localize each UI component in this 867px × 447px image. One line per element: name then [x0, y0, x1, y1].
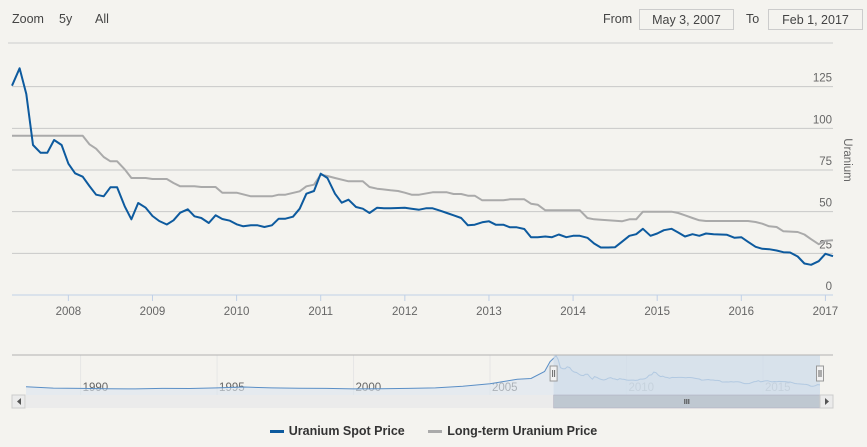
x-tick-label: 2008: [56, 306, 82, 318]
y-tick-label: 0: [826, 281, 832, 293]
navigator-selected-range[interactable]: [553, 355, 820, 395]
scrollbar-grip-icon: [684, 399, 690, 404]
legend-label: Long-term Uranium Price: [447, 424, 598, 438]
y-tick-label: 125: [813, 73, 832, 85]
y-tick-label: 100: [813, 114, 832, 126]
y-axis-title: Uranium: [841, 138, 853, 181]
spot-swatch: [269, 430, 284, 434]
from-label: From: [603, 12, 633, 26]
x-tick-label: 2015: [644, 306, 670, 318]
x-tick-label: 2009: [140, 306, 166, 318]
zoom-all-button[interactable]: All: [95, 12, 109, 26]
x-tick-label: 2014: [560, 306, 586, 318]
x-tick-label: 2013: [476, 306, 502, 318]
legend-item-longterm[interactable]: Long-term Uranium Price: [428, 424, 597, 438]
to-label: To: [746, 12, 760, 26]
spot-price-line: [11, 67, 834, 266]
x-tick-label: 2011: [308, 306, 333, 318]
navigator-handle-right[interactable]: [816, 365, 824, 382]
x-tick-label: 2017: [813, 306, 839, 318]
x-tick-label: 2010: [224, 306, 250, 318]
x-tick-label: 2016: [729, 306, 755, 318]
arrow-left-icon: [17, 398, 21, 405]
x-tick-label: 2012: [392, 306, 418, 318]
longterm-price-line: [12, 134, 834, 246]
legend: Uranium Spot Price Long-term Uranium Pri…: [0, 424, 867, 438]
zoom-5y-button[interactable]: 5y: [59, 12, 73, 26]
legend-item-spot[interactable]: Uranium Spot Price: [269, 424, 405, 438]
from-date-input[interactable]: May 3, 2007: [639, 9, 734, 30]
zoom-label: Zoom: [12, 12, 44, 26]
legend-label: Uranium Spot Price: [288, 424, 405, 438]
y-tick-label: 75: [819, 156, 832, 168]
navigator-handle-left[interactable]: [549, 365, 558, 382]
arrow-right-icon: [825, 398, 829, 405]
y-tick-label: 50: [819, 198, 832, 210]
longterm-swatch: [428, 430, 443, 434]
chart: 2008 2009 2010 2011 2012 2013 2014 2015 2016 2017…: [8, 42, 853, 409]
to-date-input[interactable]: Feb 1, 2017: [768, 9, 863, 30]
